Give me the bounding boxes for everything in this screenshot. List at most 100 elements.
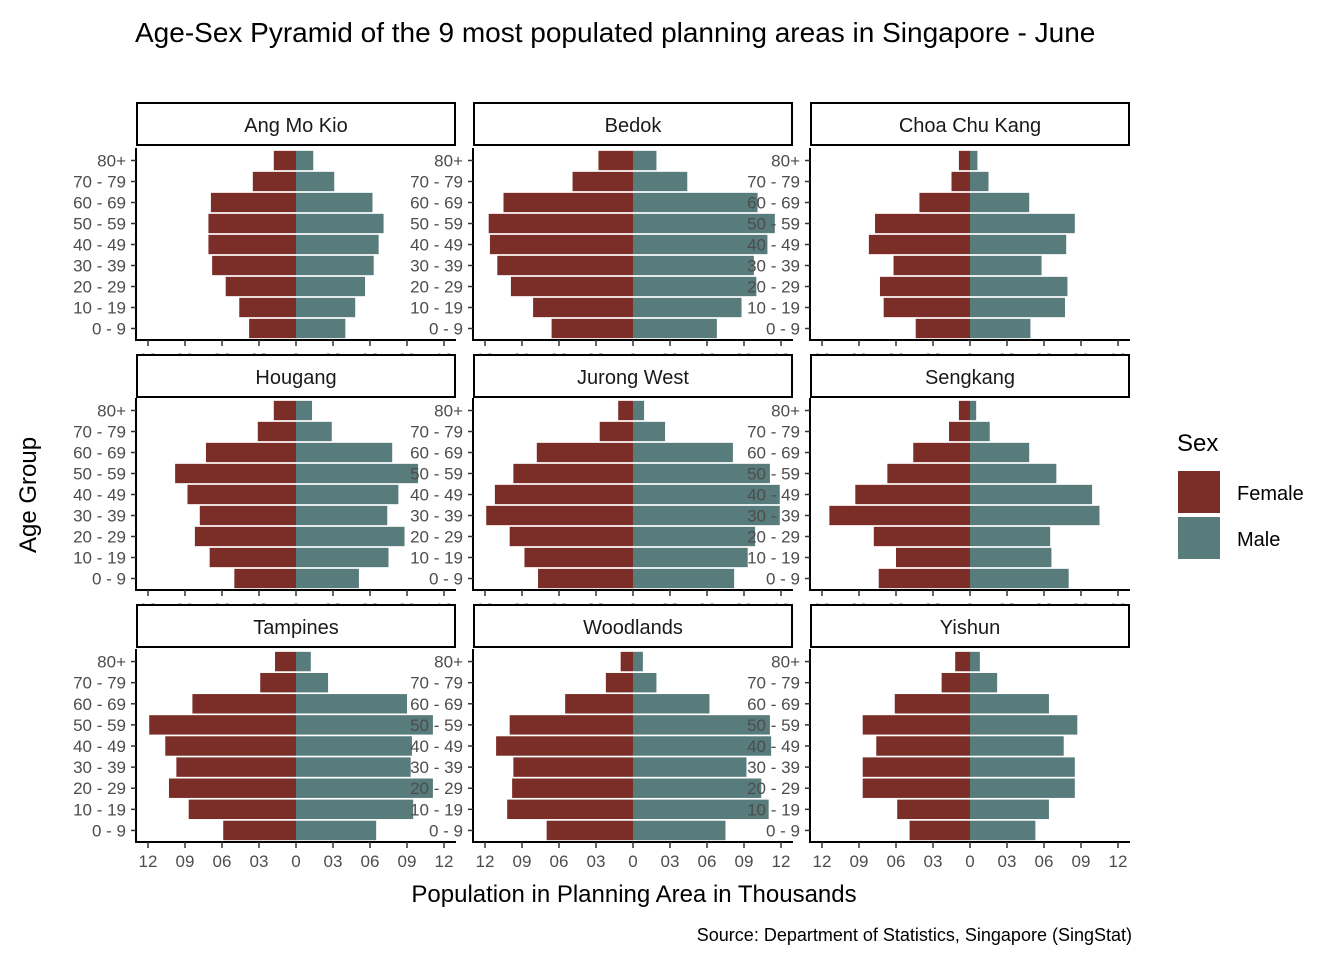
y-tick-label: 70 - 79 bbox=[73, 423, 126, 442]
y-tick-label: 80+ bbox=[97, 653, 126, 672]
y-tick-label: 30 - 39 bbox=[747, 257, 800, 276]
x-tick-label: 09 bbox=[513, 852, 532, 871]
bar-female bbox=[605, 672, 633, 693]
bar-female bbox=[572, 171, 633, 192]
x-tick-label: 12 bbox=[435, 852, 454, 871]
bar-female bbox=[876, 736, 970, 756]
bar-female bbox=[496, 736, 633, 756]
bar-female bbox=[503, 192, 633, 213]
bar-male bbox=[633, 505, 780, 526]
bar-female bbox=[883, 297, 970, 318]
bar-female bbox=[538, 568, 633, 589]
y-tick-label: 70 - 79 bbox=[410, 674, 463, 693]
bar-male bbox=[970, 526, 1051, 547]
bar-female bbox=[510, 276, 633, 297]
bar-male bbox=[970, 463, 1057, 484]
y-tick-label: 60 - 69 bbox=[410, 695, 463, 714]
bar-male bbox=[633, 715, 770, 735]
bar-female bbox=[149, 715, 296, 735]
bar-female bbox=[951, 171, 970, 192]
panel-strip-label: Hougang bbox=[255, 367, 336, 389]
bar-male bbox=[970, 505, 1100, 526]
bar-male bbox=[970, 171, 989, 192]
panel-bedok: Bedok 0 - 9 10 - 19 20 - 29 30 - 39 40 - 49 50… bbox=[410, 102, 793, 369]
bar-female bbox=[208, 213, 296, 234]
bar-male bbox=[970, 757, 1075, 777]
bar-male bbox=[970, 799, 1049, 820]
panel-strip bbox=[473, 354, 793, 398]
x-tick-label: 06 bbox=[213, 852, 232, 871]
panel-strip-label: Sengkang bbox=[925, 367, 1015, 389]
y-tick-label: 50 - 59 bbox=[747, 716, 800, 735]
bar-female bbox=[212, 255, 296, 276]
y-tick-label: 50 - 59 bbox=[410, 716, 463, 735]
bar-female bbox=[509, 715, 633, 735]
y-tick-label: 10 - 19 bbox=[747, 549, 800, 568]
y-tick-label: 50 - 59 bbox=[747, 215, 800, 234]
bar-male bbox=[970, 192, 1030, 213]
x-tick-label: 03 bbox=[924, 852, 943, 871]
x-tick-label: 09 bbox=[398, 852, 417, 871]
bar-female bbox=[919, 192, 970, 213]
bar-female bbox=[208, 234, 296, 255]
bar-female bbox=[252, 171, 296, 192]
bar-male bbox=[296, 484, 399, 505]
y-tick-label: 80+ bbox=[97, 152, 126, 171]
panel-strip bbox=[136, 354, 456, 398]
bar-female bbox=[909, 820, 970, 841]
bar-female bbox=[209, 547, 296, 568]
bar-male bbox=[970, 442, 1030, 463]
bar-female bbox=[199, 505, 296, 526]
bar-female bbox=[598, 150, 633, 171]
x-axis-label: Population in Planning Area in Thousands bbox=[411, 881, 856, 908]
bar-female bbox=[855, 484, 970, 505]
panel-choa-chu-kang: Choa Chu Kang 0 - 9 10 - 19 20 - 29 30 - 39 4… bbox=[747, 102, 1130, 369]
bar-male bbox=[633, 297, 742, 318]
y-tick-label: 0 - 9 bbox=[429, 821, 463, 840]
y-tick-label: 70 - 79 bbox=[747, 674, 800, 693]
y-tick-label: 80+ bbox=[771, 653, 800, 672]
bar-male bbox=[296, 297, 356, 318]
y-tick-label: 0 - 9 bbox=[92, 320, 126, 339]
bar-male bbox=[296, 234, 379, 255]
y-tick-label: 10 - 19 bbox=[410, 299, 463, 318]
panel-strip bbox=[473, 102, 793, 146]
bar-female bbox=[175, 463, 296, 484]
y-tick-label: 40 - 49 bbox=[73, 236, 126, 255]
bar-male bbox=[970, 213, 1075, 234]
panel-strip-label: Tampines bbox=[253, 617, 339, 639]
y-tick-label: 60 - 69 bbox=[410, 194, 463, 213]
bar-male bbox=[633, 651, 643, 672]
x-tick-label: 06 bbox=[887, 852, 906, 871]
bar-male bbox=[970, 715, 1078, 735]
bar-female bbox=[873, 526, 970, 547]
x-tick-label: 0 bbox=[291, 852, 300, 871]
y-tick-label: 40 - 49 bbox=[410, 236, 463, 255]
x-tick-label: 06 bbox=[361, 852, 380, 871]
panel-strip-label: Yishun bbox=[940, 617, 1000, 639]
y-tick-label: 0 - 9 bbox=[92, 570, 126, 589]
x-tick-label: 12 bbox=[772, 852, 791, 871]
bar-female bbox=[887, 463, 970, 484]
bar-female bbox=[205, 442, 296, 463]
bar-male bbox=[633, 568, 735, 589]
legend-title: Sex bbox=[1177, 430, 1218, 457]
x-tick-label: 09 bbox=[176, 852, 195, 871]
x-tick-label: 03 bbox=[998, 852, 1017, 871]
bar-female bbox=[618, 400, 633, 421]
y-tick-label: 80+ bbox=[97, 402, 126, 421]
bar-male bbox=[633, 757, 747, 777]
bar-male bbox=[970, 778, 1075, 798]
bar-male bbox=[296, 400, 313, 421]
x-tick-label: 12 bbox=[139, 852, 158, 871]
y-tick-label: 70 - 79 bbox=[410, 423, 463, 442]
bar-male bbox=[633, 442, 733, 463]
bar-male bbox=[296, 255, 374, 276]
y-tick-label: 60 - 69 bbox=[410, 444, 463, 463]
panel-strip-label: Choa Chu Kang bbox=[899, 115, 1041, 137]
bar-female bbox=[260, 672, 296, 693]
bar-female bbox=[949, 421, 970, 442]
bar-male bbox=[970, 276, 1068, 297]
bar-female bbox=[188, 799, 296, 820]
